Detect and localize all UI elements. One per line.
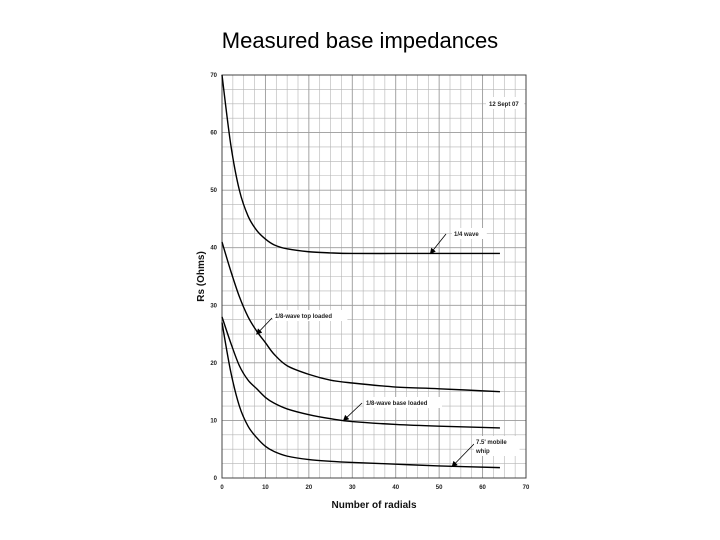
y-tick-label: 40 [210,246,217,252]
series-line-4 [221,322,500,469]
x-tick-labels: 0 10 20 30 40 50 60 70 [220,485,530,491]
annotation-arrow [429,233,447,255]
y-tick-label: 0 [214,476,218,482]
y-tick-label: 60 [210,131,217,137]
annotation-box [452,228,487,239]
series-line-2 [221,241,500,393]
x-tick-label: 60 [479,485,486,491]
series-line-1 [221,74,500,255]
annotation-label: whip [475,449,490,455]
x-tick-label: 50 [436,485,443,491]
slide-title: Measured base impedances [221,28,499,53]
annotation-label: 1/4 wave [454,232,479,238]
y-axis-title: Rs (Ohms) [196,251,207,302]
annotation-box [273,310,348,321]
annotation-label: 7.5' mobile [476,440,507,446]
annotation-box [474,436,520,456]
series-line-3 [221,316,500,429]
annotation-box [364,397,442,408]
x-tick-label: 40 [392,485,399,491]
annotation-layer: 1/4 wave 1/8-wave top loaded 1/8-wave base… [256,228,520,468]
y-tick-label: 30 [210,303,217,309]
x-tick-label: 10 [262,485,269,491]
x-tick-label: 70 [523,485,530,491]
annotation-arrow [342,402,363,422]
annotation-arrow [451,443,475,468]
y-tick-label: 70 [210,73,217,79]
date-box [486,97,524,109]
grid-minor [222,75,526,478]
y-tick-label: 10 [210,418,217,424]
annotation-arrow [256,317,273,335]
y-tick-label: 20 [210,361,217,367]
series-layer [221,74,500,469]
date-label: 12 Sept 07 [489,102,519,108]
x-axis-title: Number of radials [331,500,416,511]
plot-frame [221,74,527,479]
y-tick-label: 50 [210,188,217,194]
annotation-label: 1/8-wave top loaded [275,314,332,320]
annotation-label: 1/8-wave base loaded [366,401,428,407]
x-tick-label: 0 [220,485,224,491]
x-tick-label: 30 [349,485,356,491]
x-tick-label: 20 [306,485,313,491]
y-tick-labels: 0 10 20 30 40 50 60 70 [210,73,217,482]
